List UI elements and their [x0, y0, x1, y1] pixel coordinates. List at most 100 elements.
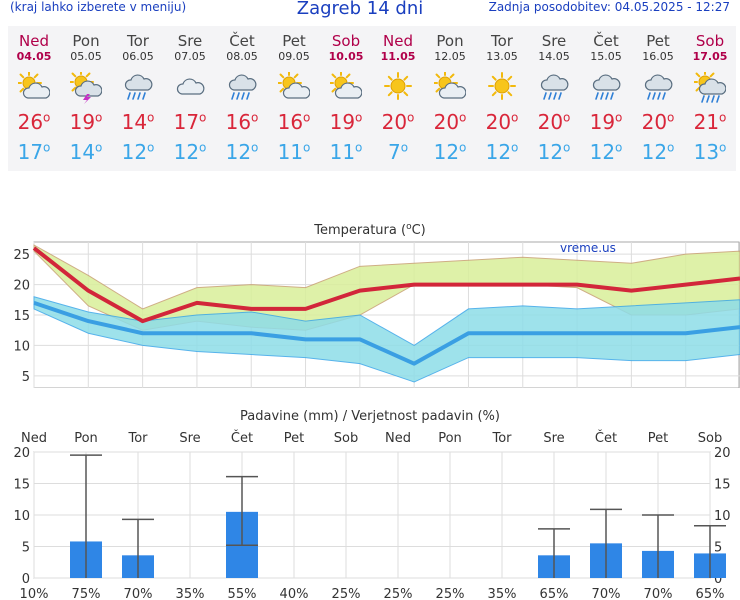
day-column: Sob 17.05 21o 13o [684, 26, 736, 171]
x-tick-label: Čet [595, 430, 617, 446]
day-name: Ned [383, 32, 413, 50]
y-tick-label: 20 [13, 446, 30, 461]
day-column: Tor 06.05 14o 12o [112, 26, 164, 171]
day-name: Tor [127, 32, 149, 50]
y-tick-label-right: 10 [714, 509, 731, 524]
day-date: 05.05 [70, 50, 102, 63]
day-date: 15.05 [590, 50, 622, 63]
precipitation-probability: 25% [384, 587, 413, 600]
precipitation-probability: 55% [228, 587, 257, 600]
max-temperature: 20o [433, 110, 467, 134]
x-tick-label: Tor [127, 431, 148, 446]
x-tick-label: Sre [179, 431, 200, 446]
min-temperature: 17o [17, 140, 51, 164]
y-tick-label: 20 [13, 279, 30, 294]
min-temperature: 12o [537, 140, 571, 164]
temperature-chart: Temperatura (oC) 5 10 15 20 25 vreme.us [13, 222, 740, 388]
day-date: 13.05 [486, 50, 518, 63]
rain-cloud-icon [590, 72, 622, 104]
x-tick-label: Sre [543, 431, 564, 446]
min-temperature-line [33, 300, 740, 366]
precipitation-probability: 10% [20, 587, 49, 600]
chart-title: Padavine (mm) / Verjetnost padavin (%) [240, 409, 500, 424]
max-temperature: 19o [329, 110, 363, 134]
max-temperature: 19o [589, 110, 623, 134]
y-tick-label-right: 15 [714, 478, 731, 493]
day-date: 14.05 [538, 50, 570, 63]
day-name: Ned [19, 32, 49, 50]
day-column: Pon 05.05 19o 14o [60, 26, 112, 171]
min-temperature: 11o [277, 140, 311, 164]
sun-cloud-icon [16, 70, 51, 104]
day-date: 11.05 [380, 50, 416, 63]
y-tick-label-right: 0 [714, 572, 722, 587]
daily-forecast-strip: Ned 04.05 26o 17o Pon 05.05 19o 14o Tor 06.05 14o 1… [8, 26, 736, 171]
x-tick-label: Čet [231, 430, 253, 446]
y-tick-label-right: 5 [714, 541, 722, 556]
day-date: 17.05 [692, 50, 728, 63]
x-tick-label: Sob [698, 431, 722, 446]
max-temperature: 16o [277, 110, 311, 134]
sun-icon [486, 72, 518, 104]
precipitation-probability: 25% [332, 587, 361, 600]
day-name: Sre [541, 32, 567, 50]
min-temperature: 14o [69, 140, 103, 164]
day-name: Čet [229, 32, 255, 50]
min-temperature: 12o [225, 140, 259, 164]
day-name: Pon [72, 32, 100, 50]
max-temperature: 21o [693, 110, 727, 134]
day-column: Pon 12.05 20o 12o [424, 26, 476, 171]
location-menu-hint[interactable]: (kraj lahko izberete v meniju) [10, 0, 187, 14]
precipitation-probability: 70% [592, 587, 621, 600]
day-date: 09.05 [278, 50, 310, 63]
page-title: Zagreb 14 dni [296, 0, 424, 19]
day-date: 06.05 [122, 50, 154, 63]
day-name: Čet [593, 32, 619, 50]
last-update: Zadnja posodobitev: 04.05.2025 - 12:27 [488, 0, 730, 14]
y-tick-label: 25 [13, 248, 30, 263]
precipitation-probability: 25% [436, 587, 465, 600]
day-name: Sob [331, 32, 361, 50]
day-name: Pon [436, 32, 464, 50]
x-tick-label: Pet [284, 431, 304, 446]
day-name: Sre [177, 32, 203, 50]
sun-cloud-icon [328, 70, 363, 104]
day-name: Tor [491, 32, 513, 50]
x-tick-label: Sob [334, 431, 358, 446]
day-date: 16.05 [642, 50, 674, 63]
min-temperature: 11o [329, 140, 363, 164]
precipitation-probability: 35% [176, 587, 205, 600]
rain-cloud-icon [538, 72, 570, 104]
max-temperature: 16o [225, 110, 259, 134]
day-date: 12.05 [434, 50, 466, 63]
precipitation-probability: 35% [488, 587, 517, 600]
day-date: 10.05 [328, 50, 364, 63]
max-temperature: 19o [69, 110, 103, 134]
rain-cloud-icon [226, 72, 258, 104]
rain-cloud-icon [122, 72, 154, 104]
min-temperature: 12o [485, 140, 519, 164]
min-temperature: 12o [589, 140, 623, 164]
day-name: Pet [646, 32, 670, 50]
x-tick-label: Pet [648, 431, 668, 446]
max-temperature: 20o [485, 110, 519, 134]
sun-cloud-icon [432, 70, 467, 104]
day-column: Pet 09.05 16o 11o [268, 26, 320, 171]
chart-title: Temperatura (oC) [313, 222, 425, 238]
header: (kraj lahko izberete v meniju) Zagreb 14… [0, 0, 740, 22]
y-tick-label: 15 [13, 309, 30, 324]
cloud-icon [174, 72, 206, 104]
min-temperature: 12o [173, 140, 207, 164]
min-temperature: 7o [387, 140, 409, 164]
y-tick-label: 10 [13, 339, 30, 354]
day-name: Sob [695, 32, 725, 50]
max-temperature: 20o [537, 110, 571, 134]
max-temperature: 17o [173, 110, 207, 134]
sun-cloud-icon [276, 70, 311, 104]
max-temperature: 14o [121, 110, 155, 134]
y-tick-label-right: 20 [714, 446, 731, 461]
sun-icon [382, 72, 414, 104]
rain-cloud-icon [642, 72, 674, 104]
day-column: Sob 10.05 19o 11o [320, 26, 372, 171]
x-tick-label: Tor [491, 431, 512, 446]
